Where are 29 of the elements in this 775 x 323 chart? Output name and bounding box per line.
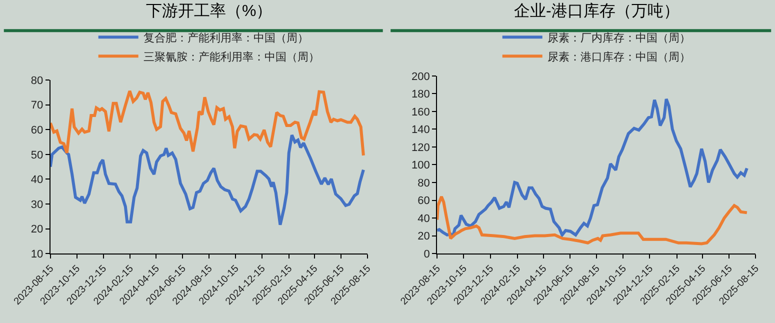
y-tick-label: 20	[30, 224, 44, 236]
y-tick-label: 200	[412, 70, 430, 83]
y-tick-label: 50	[30, 149, 44, 162]
y-tick-label: 40	[418, 212, 430, 225]
y-tick-label: 0	[424, 248, 430, 260]
y-tick-label: 40	[30, 174, 44, 186]
y-tick-label: 80	[418, 177, 430, 190]
legend-label: 尿素：港口库存：中国（周）	[547, 50, 690, 64]
line-series	[50, 90, 365, 157]
legend-label: 三聚氰胺：产能利用率：中国（周）	[143, 50, 320, 64]
legend-label: 尿素：厂内库存：中国（周）	[547, 31, 690, 44]
line-series	[437, 195, 748, 246]
y-tick-label: 20	[418, 230, 430, 243]
y-tick-label: 70	[30, 100, 44, 112]
y-tick-label: 120	[412, 142, 430, 154]
chart-title: 企业-港口库存（万吨）	[514, 2, 680, 20]
y-tick-label: 160	[412, 106, 430, 118]
legend-label: 复合肥：产能利用率：中国（周）	[143, 31, 308, 44]
line-series	[50, 134, 365, 226]
y-tick-label: 10	[30, 248, 44, 260]
y-tick-label: 80	[30, 74, 44, 87]
y-tick-label: 100	[412, 160, 430, 172]
y-tick-label: 60	[418, 195, 430, 208]
y-tick-label: 30	[30, 198, 44, 211]
line-series	[437, 97, 748, 238]
y-tick-label: 140	[412, 124, 430, 136]
y-tick-label: 60	[30, 124, 44, 137]
y-tick-label: 180	[412, 88, 430, 101]
chart-title: 下游开工率（%）	[146, 2, 272, 20]
